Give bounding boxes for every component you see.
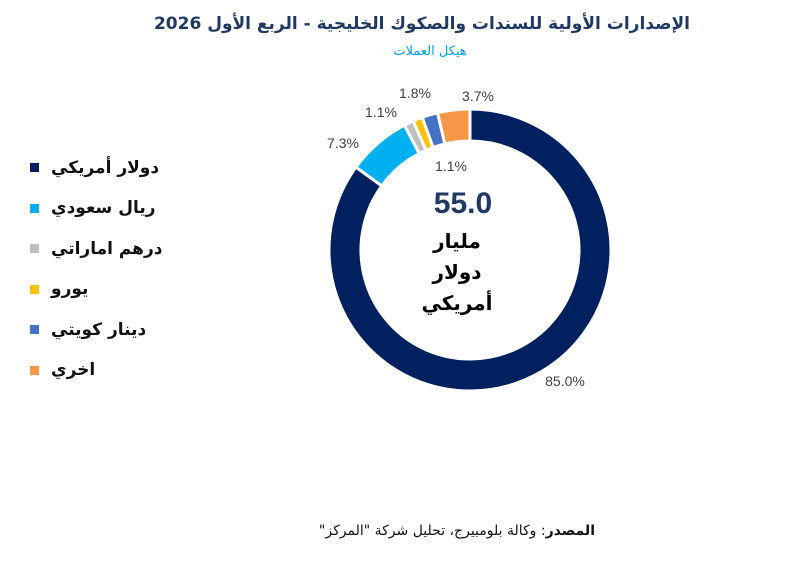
slice-label-sar: 7.3% (327, 135, 359, 151)
slice-other (435, 107, 472, 146)
legend-label-eur: يورو (51, 279, 89, 299)
legend-swatch-eur (30, 284, 39, 294)
legend-swatch-usd (30, 163, 39, 172)
legend-label-sar: ريال سعودي (51, 198, 156, 218)
chart-subtitle: هيكل العملات (393, 44, 467, 59)
slice-label-eur: 1.1% (435, 158, 467, 174)
slice-label-other: 3.7% (462, 88, 494, 104)
center-unit-line3: أمريكي (421, 289, 492, 316)
donut-slices (327, 107, 613, 393)
legend: دولار أمريكي ريال سعودي درهم اماراتي يور… (30, 156, 180, 399)
legend-item-other: اخري (30, 359, 180, 382)
center-unit-line1: مليار (432, 229, 481, 253)
slice-label-aed: 1.1% (365, 104, 397, 120)
center-value: 55.0 (434, 187, 492, 220)
chart-title: الإصدارات الأولية للسندات والصكوك الخليج… (153, 14, 690, 34)
legend-item-usd: دولار أمريكي (30, 156, 180, 179)
source-label: المصدر (545, 523, 595, 539)
center-unit-line2: دولار (431, 260, 481, 284)
legend-label-aed: درهم اماراتي (51, 238, 163, 259)
legend-item-kwd: دينار كويتي (30, 318, 180, 341)
legend-item-eur: يورو (30, 278, 180, 301)
legend-swatch-aed (30, 244, 39, 253)
legend-item-sar: ريال سعودي (30, 197, 180, 220)
slice-usd (327, 107, 613, 393)
legend-swatch-kwd (30, 325, 39, 334)
slice-label-kwd: 1.8% (399, 85, 431, 101)
legend-swatch-sar (30, 203, 39, 213)
source-note: المصدر: وكالة بلومبيرج، تحليل شركة "المر… (250, 523, 595, 539)
slice-label-usd: 85.0% (545, 373, 585, 389)
legend-item-aed: درهم اماراتي (30, 237, 180, 260)
legend-label-kwd: دينار كويتي (51, 319, 147, 340)
legend-label-usd: دولار أمريكي (51, 157, 160, 178)
legend-swatch-other (30, 365, 39, 375)
legend-label-other: اخري (51, 360, 96, 380)
slice-labels: 85.0%7.3%1.1%1.1%1.8% 3.7% (327, 85, 585, 389)
source-text: : وكالة بلومبيرج، تحليل شركة "المركز" (318, 523, 546, 539)
